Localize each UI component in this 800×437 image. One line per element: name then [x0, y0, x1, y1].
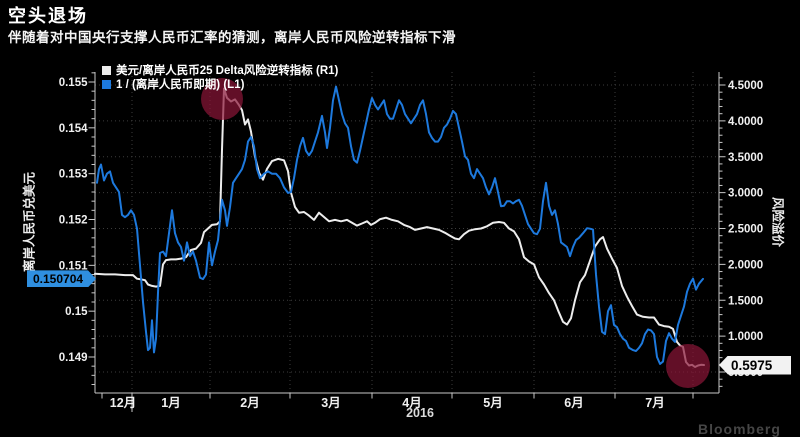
- legend-swatch-white-icon: [102, 65, 111, 75]
- highlight-circle: [201, 78, 243, 120]
- left-tick-label: 0.15: [65, 306, 88, 318]
- chart-gridlines: [95, 72, 719, 393]
- right-tick-label: 4.0000: [728, 116, 763, 128]
- highlight-circle: [666, 344, 710, 388]
- left-tick-label: 0.155: [59, 77, 88, 89]
- month-label: 12月: [110, 396, 136, 410]
- right-axis-title: 风险溢价: [770, 196, 785, 248]
- left-tick-label: 0.154: [59, 123, 88, 135]
- right-tick-label: 3.5000: [728, 152, 763, 164]
- right-tick-label: 3.0000: [728, 188, 763, 200]
- x-axis: 12月 1月 2月 3月 4月 5月 6月 7月: [101, 393, 694, 412]
- page-title: 空头退场: [8, 6, 88, 26]
- legend-item-risk-reversal: 美元/离岸人民币25 Delta风险逆转指标 (R1): [102, 63, 338, 77]
- legend-swatch-blue-icon: [102, 79, 111, 89]
- legend: 美元/离岸人民币25 Delta风险逆转指标 (R1) 1 / (离岸人民币即期…: [102, 63, 338, 91]
- series-cnh-inverse-line: [96, 85, 704, 365]
- right-tick-label: 2.5000: [728, 224, 763, 236]
- month-label: 1月: [161, 396, 180, 410]
- right-tick-label: 4.5000: [728, 80, 763, 92]
- axes: [94, 72, 720, 394]
- left-tick-label: 0.152: [59, 215, 88, 227]
- left-axis-last-value-badge: 0.150704: [27, 270, 96, 288]
- right-axis: 4.5000 4.0000 3.5000 3.0000 2.5000 2.0000 1.50…: [719, 77, 763, 387]
- x-axis-year-label: 2016: [406, 406, 434, 420]
- month-label: 4月: [402, 396, 421, 410]
- right-axis-last-value-badge: 0.5975: [719, 355, 791, 375]
- left-tick-label: 0.149: [59, 352, 88, 364]
- legend-label: 美元/离岸人民币25 Delta风险逆转指标 (R1): [116, 65, 339, 77]
- legend-item-cnh-inverse: 1 / (离岸人民币即期) (L1): [102, 77, 338, 91]
- legend-label: 1 / (离岸人民币即期) (L1): [116, 79, 245, 91]
- month-label: 2月: [240, 396, 259, 410]
- series-risk-reversal-line: [94, 87, 705, 368]
- page-subtitle: 伴随着对中国央行支撑人民币汇率的猜测，离岸人民币风险逆转指标下滑: [8, 30, 456, 45]
- left-tick-label: 0.151: [59, 260, 88, 272]
- right-tick-label: 1.0000: [728, 331, 763, 343]
- bloomberg-watermark: Bloomberg: [698, 421, 781, 437]
- left-axis: 0.155 0.154 0.153 0.152 0.151 0.15 0.149: [59, 72, 95, 385]
- left-axis-title: 离岸人民币兑美元: [22, 171, 37, 273]
- annotation-circles: [201, 78, 710, 388]
- right-tick-label: 2.0000: [728, 259, 763, 271]
- month-label: 5月: [483, 396, 502, 410]
- right-tick-label: 1.5000: [728, 295, 763, 307]
- month-label: 6月: [564, 396, 583, 410]
- month-label: 3月: [321, 396, 340, 410]
- left-tick-label: 0.153: [59, 169, 88, 181]
- month-label: 7月: [645, 396, 664, 410]
